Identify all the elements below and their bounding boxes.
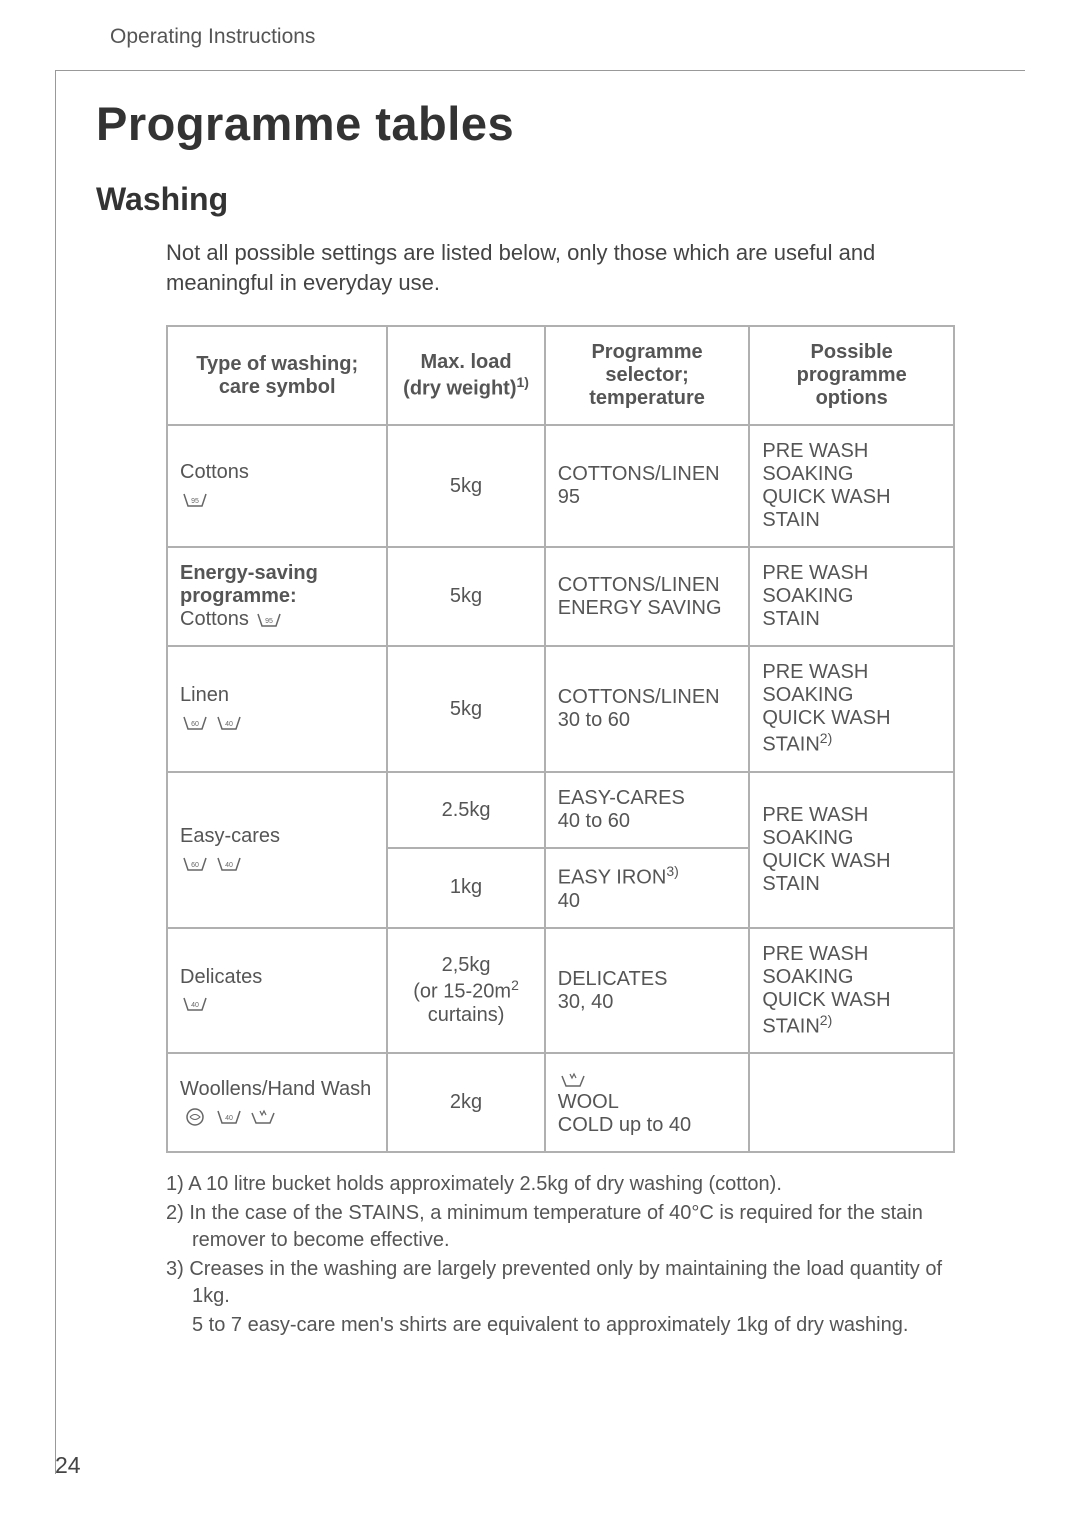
table-row: Woollens/Hand Wash402kgWOOLCOLD up to 40 [167,1053,954,1152]
svg-text:60: 60 [191,862,199,869]
cell-options: PRE WASHSOAKINGQUICK WASHSTAIN [749,772,954,928]
cell-selector: DELICATES30, 40 [545,928,750,1054]
table-row: Energy-savingprogramme:Cottons 955kgCOTT… [167,547,954,646]
cell-selector: EASY-CARES40 to 60 [545,772,750,848]
cell-load: 5kg [387,425,544,547]
svg-text:95: 95 [191,498,199,505]
cell-type: Woollens/Hand Wash40 [167,1053,387,1152]
table-header-row: Type of washing; care symbol Max. load (… [167,326,954,425]
header-label: Operating Instructions [110,25,315,49]
cell-load: 5kg [387,646,544,772]
cell-options: PRE WASHSOAKINGQUICK WASHSTAIN2) [749,646,954,772]
section-title: Washing [96,181,985,218]
hand-wash-icon [558,1070,588,1090]
wash-icon: 40 [214,713,244,733]
hand-wash-icon [248,1107,278,1127]
svg-text:40: 40 [191,1002,199,1009]
wool-icon [180,1107,210,1127]
wash-icon: 40 [180,994,210,1014]
footnote-2: 2) In the case of the STAINS, a minimum … [166,1200,955,1254]
cell-type: Cottons95 [167,425,387,547]
cell-load: 2kg [387,1053,544,1152]
svg-text:95: 95 [266,618,274,625]
cell-options: PRE WASHSOAKINGSTAIN [749,547,954,646]
col-header-options: Possible programme options [749,326,954,425]
col-header-selector: Programme selector; temperature [545,326,750,425]
cell-selector: COTTONS/LINEN95 [545,425,750,547]
cell-type: Easy-cares6040 [167,772,387,928]
footnote-3: 3) Creases in the washing are largely pr… [166,1256,955,1310]
cell-selector: COTTONS/LINENENERGY SAVING [545,547,750,646]
table-row: Cottons955kgCOTTONS/LINEN95PRE WASHSOAKI… [167,425,954,547]
cell-options: PRE WASHSOAKINGQUICK WASHSTAIN2) [749,928,954,1054]
wash-icon: 95 [180,490,210,510]
wash-icon: 40 [214,854,244,874]
wash-icon: 60 [180,713,210,733]
table-row: Linen60405kgCOTTONS/LINEN30 to 60PRE WAS… [167,646,954,772]
svg-text:40: 40 [225,721,233,728]
page-title: Programme tables [96,96,985,151]
svg-text:40: 40 [225,862,233,869]
wash-icon: 95 [254,610,284,630]
footnote-3-sub: 5 to 7 easy-care men's shirts are equiva… [166,1312,955,1339]
footnote-1: 1) A 10 litre bucket holds approximately… [166,1171,955,1198]
cell-load: 1kg [387,848,544,928]
wash-icon: 60 [180,854,210,874]
cell-load: 2,5kg(or 15-20m2curtains) [387,928,544,1054]
table-row: Delicates402,5kg(or 15-20m2curtains)DELI… [167,928,954,1054]
col-header-type: Type of washing; care symbol [167,326,387,425]
cell-options: PRE WASHSOAKINGQUICK WASHSTAIN [749,425,954,547]
svg-text:40: 40 [225,1115,233,1122]
cell-type: Delicates40 [167,928,387,1054]
footnotes: 1) A 10 litre bucket holds approximately… [166,1171,955,1339]
intro-text: Not all possible settings are listed bel… [166,238,955,297]
wash-icon: 40 [214,1107,244,1127]
programme-table: Type of washing; care symbol Max. load (… [166,325,955,1153]
cell-type: Energy-savingprogramme:Cottons 95 [167,547,387,646]
cell-options [749,1053,954,1152]
page-number: 24 [55,1452,81,1479]
cell-load: 5kg [387,547,544,646]
svg-text:60: 60 [191,721,199,728]
page-frame: Programme tables Washing Not all possibl… [55,70,1025,1474]
table-row: Easy-cares60402.5kgEASY-CARES40 to 60PRE… [167,772,954,848]
cell-selector: WOOLCOLD up to 40 [545,1053,750,1152]
col-header-load: Max. load (dry weight)1) [387,326,544,425]
cell-load: 2.5kg [387,772,544,848]
cell-type: Linen6040 [167,646,387,772]
cell-selector: EASY IRON3)40 [545,848,750,928]
cell-selector: COTTONS/LINEN30 to 60 [545,646,750,772]
